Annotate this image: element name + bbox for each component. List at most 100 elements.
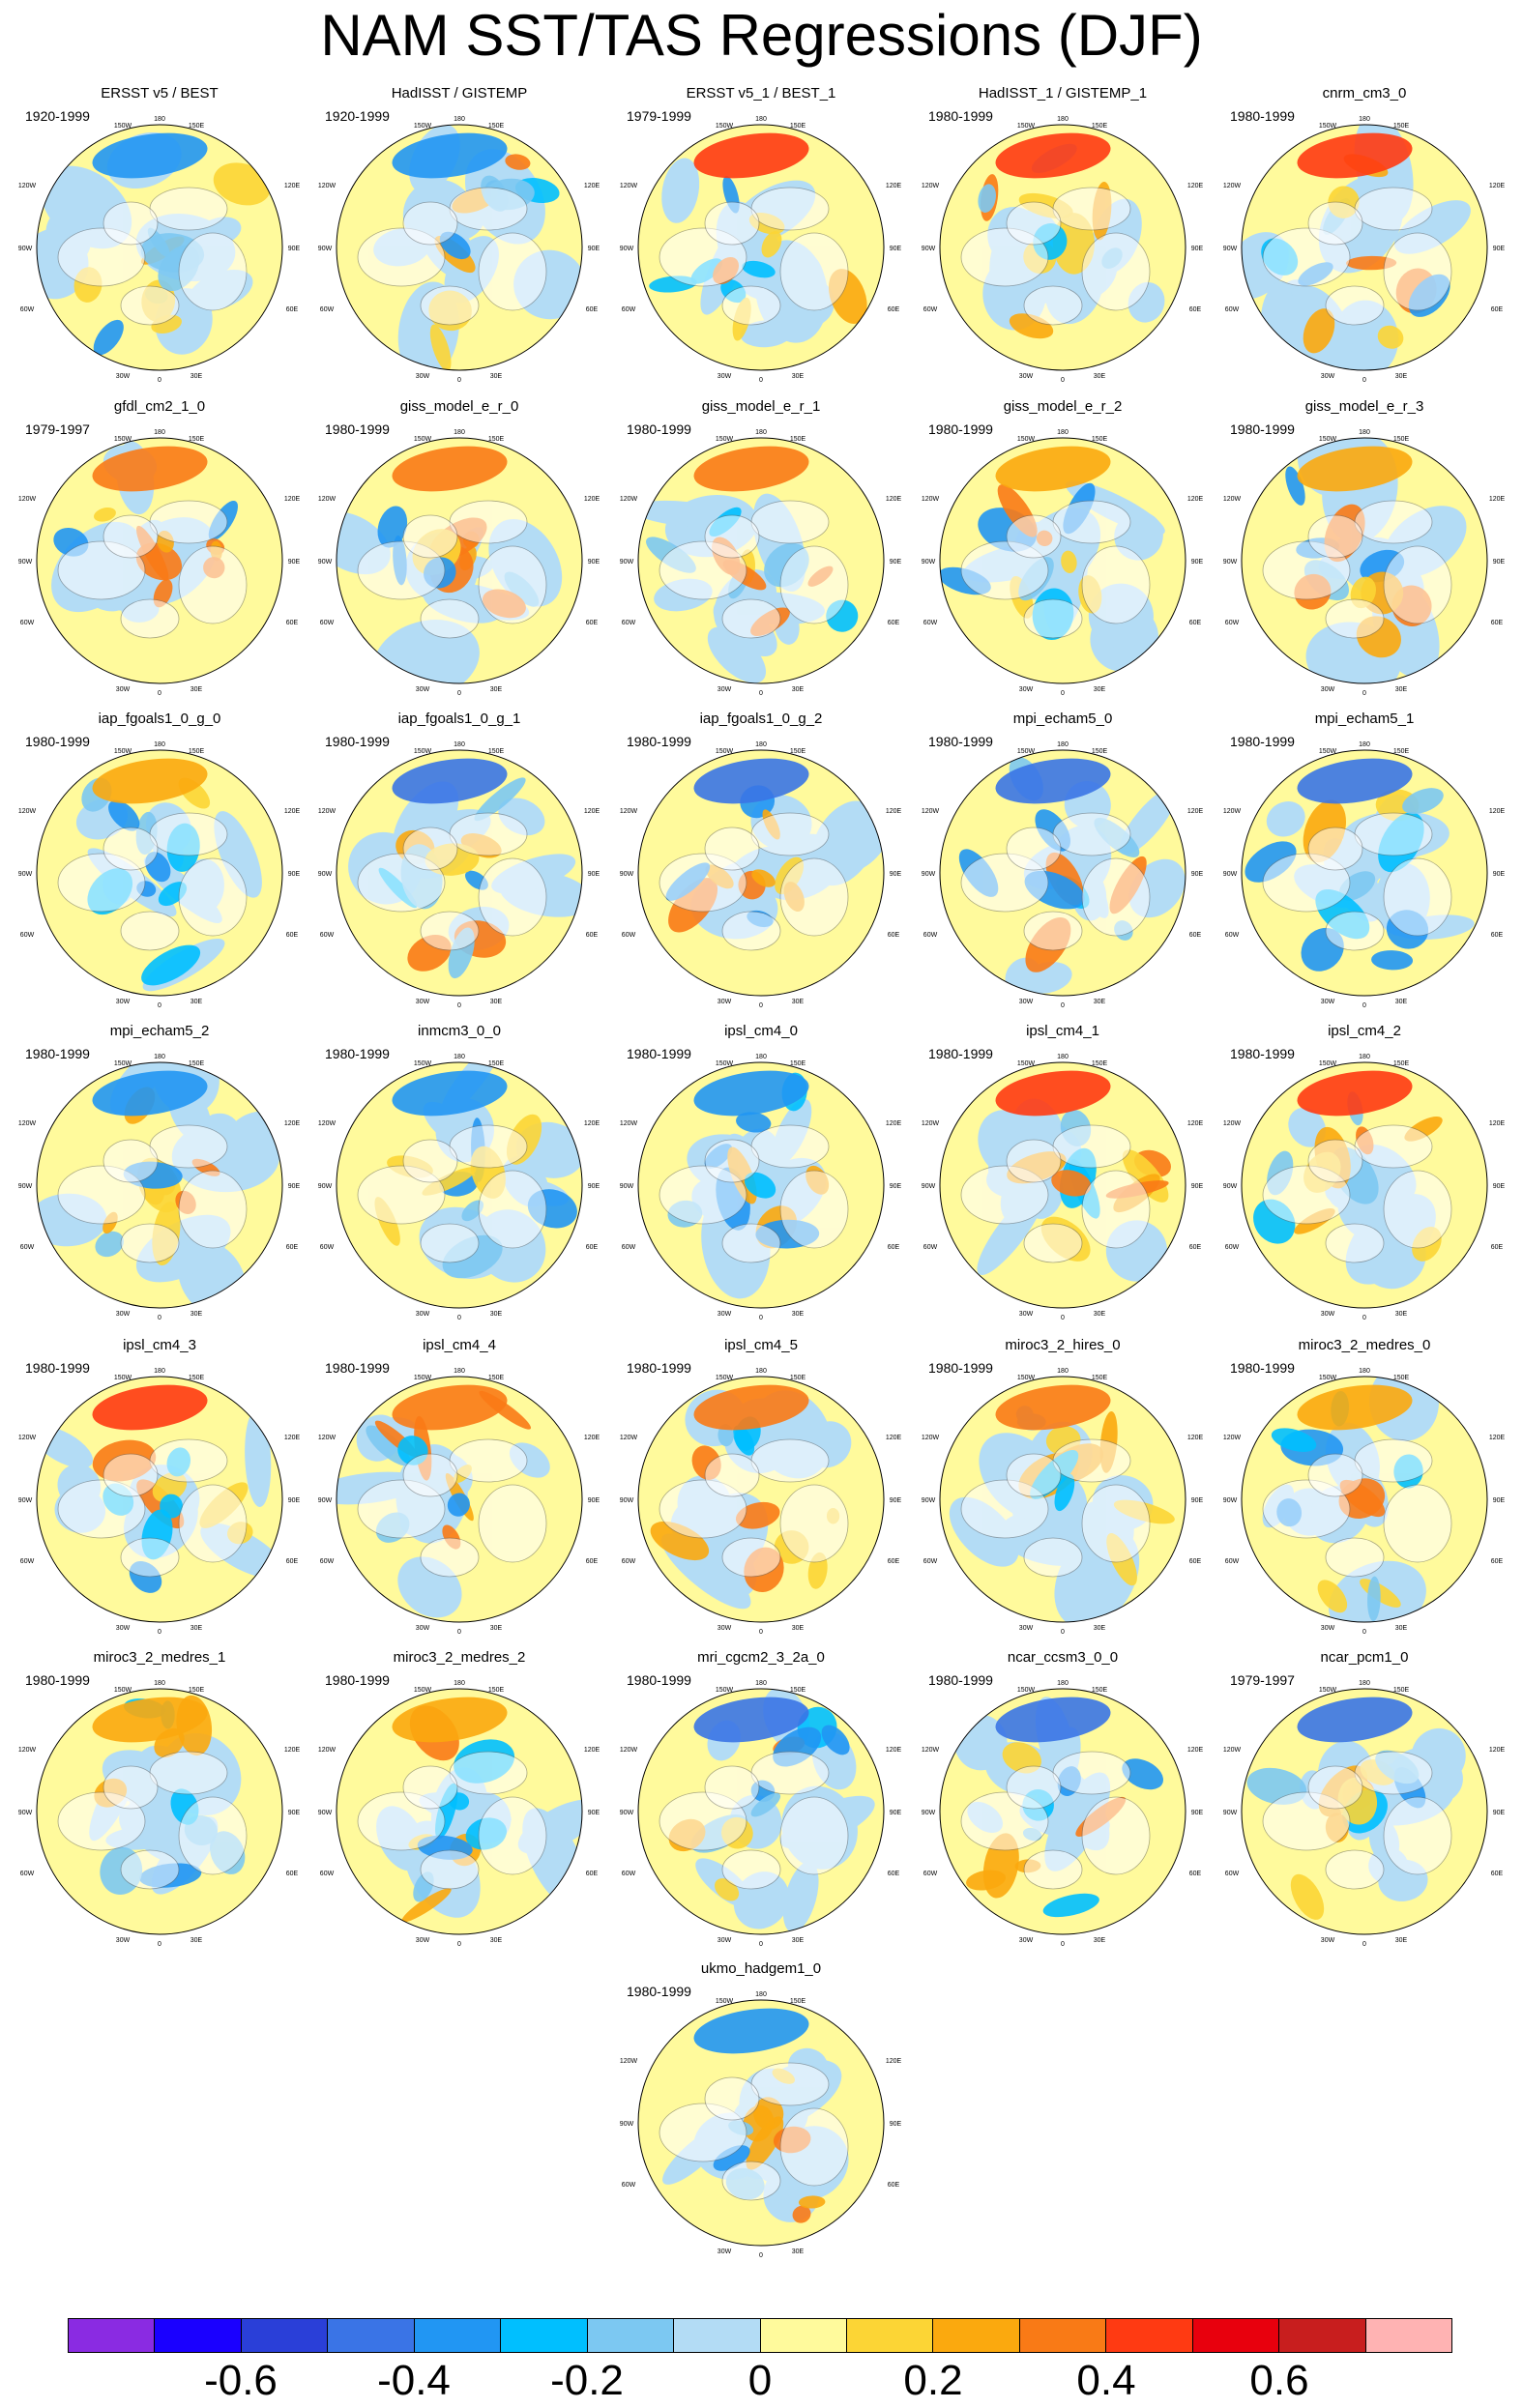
map-panel: miroc3_2_medres_2 1980-1999 180 150W 150E 120… xyxy=(309,1649,609,1958)
longitude-label: 0 xyxy=(759,690,763,697)
polar-map: 180 150W 150E 120W 120E 90W 90E 60W 60E 30W 30E 0 xyxy=(620,116,902,384)
panel-period: 1980-1999 xyxy=(627,734,691,749)
longitude-label: 180 xyxy=(1359,1368,1370,1375)
map-panel: HadISST_1 / GISTEMP_1 1980-1999 180 150W 150… xyxy=(913,85,1213,394)
longitude-label: 30E xyxy=(1395,686,1408,693)
longitude-label: 150W xyxy=(1319,748,1337,755)
longitude-label: 120W xyxy=(922,1120,940,1127)
longitude-label: 0 xyxy=(158,1315,161,1321)
figure-title: NAM SST/TAS Regressions (DJF) xyxy=(320,3,1203,68)
longitude-label: 90E xyxy=(588,1497,600,1504)
longitude-label: 180 xyxy=(454,741,465,748)
longitude-label: 120E xyxy=(284,496,301,503)
longitude-label: 60W xyxy=(923,1871,938,1877)
longitude-label: 90E xyxy=(1493,1810,1506,1816)
longitude-label: 150E xyxy=(790,436,806,443)
longitude-label: 60W xyxy=(1225,1871,1240,1877)
longitude-label: 120E xyxy=(1187,1435,1204,1441)
map-panel: mpi_echam5_0 1980-1999 180 150W 150E 120W 120E… xyxy=(913,711,1213,1020)
longitude-label: 90W xyxy=(1223,1497,1238,1504)
polar-map: 180 150W 150E 120W 120E 90W 90E 60W 60E 30W 30E 0 xyxy=(18,1680,301,1948)
longitude-label: 180 xyxy=(755,429,767,436)
longitude-label: 150W xyxy=(1017,1060,1036,1067)
longitude-label: 150E xyxy=(790,1060,806,1067)
longitude-label: 60W xyxy=(20,620,35,626)
longitude-label: 30E xyxy=(490,686,503,693)
longitude-label: 150W xyxy=(114,123,132,130)
longitude-label: 90E xyxy=(890,1810,902,1816)
longitude-label: 30W xyxy=(1321,1937,1335,1944)
longitude-label: 180 xyxy=(154,1054,165,1060)
longitude-label: 180 xyxy=(1359,741,1370,748)
polar-map: 180 150W 150E 120W 120E 90W 90E 60W 60E 30W 30E 0 xyxy=(1223,741,1506,1009)
longitude-label: 30W xyxy=(1019,999,1034,1005)
longitude-label: 120E xyxy=(584,183,600,189)
panel-title: miroc3_2_medres_0 xyxy=(1298,1337,1431,1353)
longitude-label: 60W xyxy=(923,620,938,626)
longitude-label: 60W xyxy=(622,306,636,313)
longitude-label: 120E xyxy=(284,808,301,815)
longitude-label: 90E xyxy=(288,871,301,878)
polar-map: 180 150W 150E 120W 120E 90W 90E 60W 60E 30W 30E 0 xyxy=(922,741,1204,1009)
longitude-label: 60E xyxy=(1189,620,1202,626)
panel-title: gfdl_cm2_1_0 xyxy=(113,398,206,415)
longitude-label: 150E xyxy=(1092,1060,1108,1067)
longitude-label: 150E xyxy=(1393,748,1410,755)
longitude-label: 120E xyxy=(1489,183,1506,189)
longitude-label: 150E xyxy=(790,1687,806,1694)
longitude-label: 30W xyxy=(116,373,131,380)
colorbar-box xyxy=(674,2319,761,2352)
colorbar-tick-label: -0.4 xyxy=(377,2357,451,2404)
longitude-label: 150E xyxy=(1393,1375,1410,1381)
polar-map: 180 150W 150E 120W 120E 90W 90E 60W 60E 30W 30E 0 xyxy=(318,429,600,697)
panel-title: giss_model_e_r_1 xyxy=(701,398,821,415)
longitude-label: 180 xyxy=(1057,116,1069,123)
longitude-label: 60E xyxy=(286,1558,299,1565)
map-panel: mpi_echam5_2 1980-1999 180 150W 150E 120W 120E… xyxy=(10,1023,309,1332)
longitude-label: 90W xyxy=(18,1810,33,1816)
panel-title: ipsl_cm4_4 xyxy=(423,1337,496,1353)
longitude-label: 120E xyxy=(1489,1120,1506,1127)
longitude-label: 30W xyxy=(718,1625,732,1632)
map-panel: miroc3_2_hires_0 1980-1999 180 150W 150E 120W… xyxy=(913,1337,1213,1646)
longitude-label: 180 xyxy=(755,116,767,123)
colorbar-box xyxy=(1192,2319,1280,2352)
longitude-label: 30W xyxy=(718,2248,732,2255)
longitude-label: 90W xyxy=(18,871,33,878)
polar-map: 180 150W 150E 120W 120E 90W 90E 60W 60E 30W 30E 0 xyxy=(318,1054,600,1321)
longitude-label: 30W xyxy=(1019,373,1034,380)
polar-map: 180 150W 150E 120W 120E 90W 90E 60W 60E 30W 30E 0 xyxy=(922,1054,1204,1321)
longitude-label: 180 xyxy=(755,1680,767,1687)
longitude-label: 150W xyxy=(1319,436,1337,443)
longitude-label: 120W xyxy=(318,183,337,189)
longitude-label: 60W xyxy=(1225,1244,1240,1251)
longitude-label: 90E xyxy=(1493,246,1506,252)
longitude-label: 60E xyxy=(286,620,299,626)
longitude-label: 90E xyxy=(890,559,902,566)
panel-title: mpi_echam5_2 xyxy=(109,1023,210,1039)
longitude-label: 120W xyxy=(318,1120,337,1127)
longitude-label: 120W xyxy=(1223,1435,1242,1441)
longitude-label: 90E xyxy=(890,871,902,878)
longitude-label: 90W xyxy=(922,1810,936,1816)
longitude-label: 0 xyxy=(1362,1941,1366,1948)
longitude-label: 120W xyxy=(18,183,37,189)
colorbar-box xyxy=(846,2319,934,2352)
longitude-label: 30W xyxy=(416,999,430,1005)
longitude-label: 120E xyxy=(1489,496,1506,503)
panel-title: iap_fgoals1_0_g_1 xyxy=(397,711,521,727)
polar-map: 180 150W 150E 120W 120E 90W 90E 60W 60E 30W 30E 0 xyxy=(1223,429,1506,697)
longitude-label: 90W xyxy=(18,559,33,566)
polar-map: 180 150W 150E 120W 120E 90W 90E 60W 60E 30W 30E 0 xyxy=(318,1368,600,1636)
longitude-label: 90W xyxy=(620,871,634,878)
polar-map: 180 150W 150E 120W 120E 90W 90E 60W 60E 30W 30E 0 xyxy=(922,1368,1204,1636)
longitude-label: 30E xyxy=(490,999,503,1005)
panel-grid: ERSST v5 / BEST 1920-1999 180 150W 150E 120W 1… xyxy=(10,85,1506,2259)
longitude-label: 60E xyxy=(586,1871,599,1877)
longitude-label: 90E xyxy=(890,246,902,252)
panel-title: giss_model_e_r_2 xyxy=(1003,398,1123,415)
longitude-label: 90E xyxy=(1191,1497,1204,1504)
colorbar-box xyxy=(69,2319,156,2352)
longitude-label: 0 xyxy=(1362,1315,1366,1321)
longitude-label: 150E xyxy=(488,123,505,130)
